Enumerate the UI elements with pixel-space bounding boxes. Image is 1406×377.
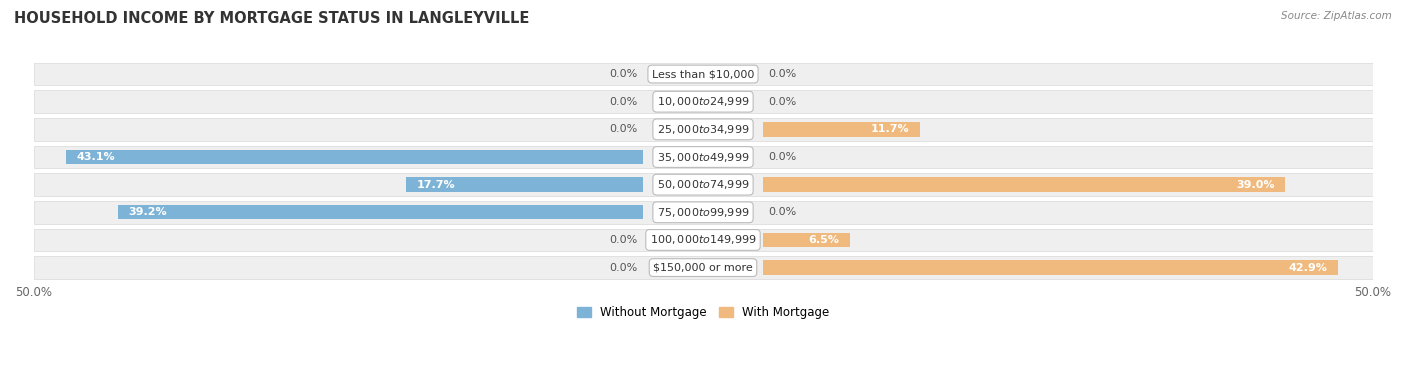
Bar (34, 118, 1372, 141)
Text: 0.0%: 0.0% (609, 124, 637, 134)
Text: Less than $10,000: Less than $10,000 (652, 69, 754, 79)
Bar (34, 228, 1372, 251)
Bar (763, 178, 1285, 192)
Text: 39.0%: 39.0% (1236, 180, 1275, 190)
Bar (763, 122, 920, 136)
Bar (763, 233, 851, 247)
Text: $75,000 to $99,999: $75,000 to $99,999 (657, 206, 749, 219)
Text: $35,000 to $49,999: $35,000 to $49,999 (657, 150, 749, 164)
Bar (406, 178, 643, 192)
Text: $50,000 to $74,999: $50,000 to $74,999 (657, 178, 749, 191)
Text: $25,000 to $34,999: $25,000 to $34,999 (657, 123, 749, 136)
Text: 0.0%: 0.0% (609, 263, 637, 273)
Text: HOUSEHOLD INCOME BY MORTGAGE STATUS IN LANGLEYVILLE: HOUSEHOLD INCOME BY MORTGAGE STATUS IN L… (14, 11, 530, 26)
Bar (763, 261, 1337, 275)
Text: $150,000 or more: $150,000 or more (654, 263, 752, 273)
Bar (118, 205, 643, 219)
Text: 0.0%: 0.0% (769, 97, 797, 107)
Text: $10,000 to $24,999: $10,000 to $24,999 (657, 95, 749, 108)
Text: 0.0%: 0.0% (769, 207, 797, 217)
Text: 0.0%: 0.0% (769, 152, 797, 162)
Text: 0.0%: 0.0% (609, 235, 637, 245)
Text: Source: ZipAtlas.com: Source: ZipAtlas.com (1281, 11, 1392, 21)
Text: 0.0%: 0.0% (609, 69, 637, 79)
Text: 43.1%: 43.1% (76, 152, 115, 162)
Text: 0.0%: 0.0% (609, 97, 637, 107)
Text: 0.0%: 0.0% (769, 69, 797, 79)
Legend: Without Mortgage, With Mortgage: Without Mortgage, With Mortgage (572, 302, 834, 324)
Bar (34, 63, 1372, 86)
Bar (34, 256, 1372, 279)
Bar (34, 173, 1372, 196)
Text: 6.5%: 6.5% (808, 235, 839, 245)
Bar (34, 201, 1372, 224)
Text: 11.7%: 11.7% (870, 124, 910, 134)
Bar (34, 90, 1372, 113)
Bar (34, 146, 1372, 169)
Text: 17.7%: 17.7% (416, 180, 456, 190)
Text: $100,000 to $149,999: $100,000 to $149,999 (650, 233, 756, 247)
Text: 39.2%: 39.2% (128, 207, 167, 217)
Text: 42.9%: 42.9% (1288, 263, 1327, 273)
Bar (66, 150, 643, 164)
